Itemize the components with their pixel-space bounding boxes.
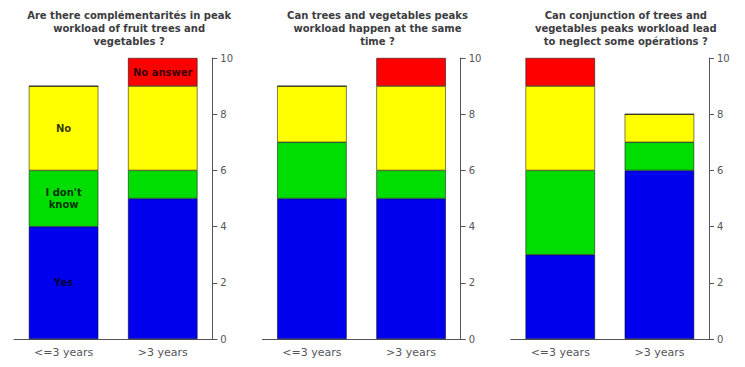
svg-text:8: 8 xyxy=(469,109,475,120)
svg-text:0: 0 xyxy=(220,334,226,345)
svg-text:I don't: I don't xyxy=(45,187,81,198)
svg-text:Yes: Yes xyxy=(53,277,73,288)
svg-text:6: 6 xyxy=(717,165,723,176)
svg-text:<=3 years: <=3 years xyxy=(531,346,590,359)
svg-text:workload happen at the same: workload happen at the same xyxy=(293,23,461,34)
svg-text:to neglect some opérations ?: to neglect some opérations ? xyxy=(544,36,708,47)
svg-text:<=3 years: <=3 years xyxy=(282,346,341,359)
svg-text:2: 2 xyxy=(717,277,723,288)
svg-text:2: 2 xyxy=(220,277,226,288)
svg-text:vegetables ?: vegetables ? xyxy=(93,36,165,47)
svg-text:8: 8 xyxy=(717,109,723,120)
svg-text:time ?: time ? xyxy=(360,36,395,47)
svg-text:0: 0 xyxy=(469,334,475,345)
svg-text:>3 years: >3 years xyxy=(634,346,684,359)
svg-text:>3 years: >3 years xyxy=(386,346,436,359)
svg-text:4: 4 xyxy=(469,221,475,232)
svg-text:10: 10 xyxy=(469,53,482,64)
svg-text:8: 8 xyxy=(220,109,226,120)
svg-text:6: 6 xyxy=(220,165,226,176)
svg-text:<=3 years: <=3 years xyxy=(34,346,93,359)
svg-text:>3 years: >3 years xyxy=(138,346,188,359)
svg-text:workload of fruit trees and: workload of fruit trees and xyxy=(53,23,205,34)
svg-text:6: 6 xyxy=(469,165,475,176)
svg-text:Are there complémentarités in: Are there complémentarités in peak xyxy=(27,10,231,21)
svg-text:vegetables peaks workload lead: vegetables peaks workload lead xyxy=(535,23,717,34)
svg-text:2: 2 xyxy=(469,277,475,288)
svg-text:4: 4 xyxy=(220,221,226,232)
svg-text:0: 0 xyxy=(717,334,723,345)
svg-text:No answer: No answer xyxy=(133,67,193,78)
svg-text:10: 10 xyxy=(220,53,233,64)
svg-text:know: know xyxy=(49,199,79,210)
svg-text:4: 4 xyxy=(717,221,723,232)
svg-text:Can trees and vegetables peaks: Can trees and vegetables peaks xyxy=(287,10,468,21)
svg-text:Can conjunction of trees and: Can conjunction of trees and xyxy=(545,10,707,21)
svg-text:10: 10 xyxy=(717,53,730,64)
svg-text:No: No xyxy=(56,123,71,134)
